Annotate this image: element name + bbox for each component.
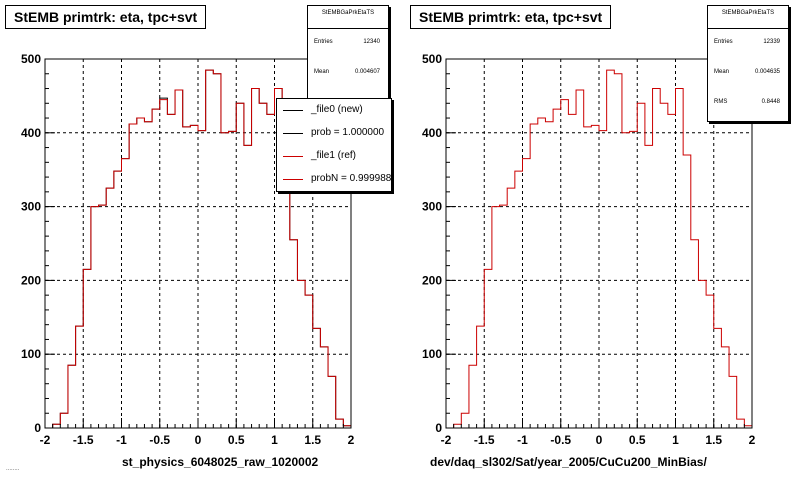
stats-key: RMS	[714, 99, 728, 105]
x-tick-label: -1.5	[73, 433, 94, 447]
x-axis-label: st_physics_6048025_raw_1020002	[122, 455, 319, 469]
stats-value: 0.004607	[354, 69, 380, 75]
footer-text: ........	[6, 466, 20, 472]
x-tick-label: 1.5	[705, 433, 722, 447]
y-tick-label: 400	[422, 126, 442, 140]
x-tick-label: -0.5	[550, 433, 571, 447]
chart-title: StEMB primtrk: eta, tpc+svt	[410, 5, 612, 29]
x-tick-label: -1	[116, 433, 127, 447]
legend-label: prob = 1.000000	[311, 127, 385, 138]
stats-row-entries: Entries 12339	[708, 29, 788, 59]
x-tick-label: -1	[517, 433, 528, 447]
stats-key: Mean	[714, 69, 730, 75]
stats-box: StEMBGaPrkEtaTS Entries 12340 Mean 0.004…	[307, 5, 389, 107]
legend-swatch	[283, 179, 303, 180]
stats-key: Mean	[314, 69, 330, 75]
x-tick-label: 2	[749, 433, 756, 447]
y-tick-label: 500	[422, 52, 442, 66]
stats-title: StEMBGaPrkEtaTS	[308, 6, 388, 29]
x-tick-label: 1.5	[304, 433, 321, 447]
x-tick-label: 0	[195, 433, 202, 447]
histogram-series	[45, 69, 351, 429]
x-tick-label: 0.5	[629, 433, 646, 447]
legend-swatch	[283, 156, 303, 157]
histogram-series	[446, 69, 752, 429]
legend-label: _file1 (ref)	[311, 150, 357, 161]
legend: _file0 (new) prob = 1.000000 _file1 (ref…	[276, 98, 392, 192]
stats-box: StEMBGaPrkEtaTS Entries 12339 Mean 0.004…	[707, 5, 789, 122]
y-tick-label: 200	[21, 273, 41, 287]
stats-value: 12340	[363, 39, 380, 45]
y-tick-label: 100	[21, 347, 41, 361]
legend-entry: prob = 1.000000	[277, 122, 391, 145]
x-tick-label: 0.5	[228, 433, 245, 447]
legend-entry: _file0 (new)	[277, 99, 391, 122]
stats-row-rms: RMS 0.8448	[708, 89, 788, 119]
y-tick-label: 300	[422, 200, 442, 214]
stats-key: Entries	[714, 39, 733, 45]
x-tick-label: -2	[441, 433, 452, 447]
y-tick-label: 100	[422, 347, 442, 361]
stats-row-mean: Mean 0.004607	[308, 59, 388, 89]
histogram-panel-left: StEMB primtrk: eta, tpc+svt -2 -1.5 -1 -0.5…	[5, 5, 392, 472]
x-tick-label: 1	[271, 433, 278, 447]
stats-value: 12339	[763, 39, 780, 45]
y-tick-label: 400	[21, 126, 41, 140]
x-axis-label: dev/daq_sl302/Sat/year_2005/CuCu200_MinB…	[430, 455, 707, 469]
histogram-panel-right: StEMB primtrk: eta, tpc+svt -2 -1.5 -1 -0.5…	[400, 0, 800, 480]
x-tick-label: 0	[596, 433, 603, 447]
y-tick-label: 0	[34, 421, 41, 435]
x-tick-label: 1	[672, 433, 679, 447]
x-tick-label: -1.5	[474, 433, 495, 447]
legend-label: probN = 0.999988	[311, 173, 392, 184]
x-tick-label: 2	[348, 433, 355, 447]
y-tick-label: 200	[422, 273, 442, 287]
chart-title: StEMB primtrk: eta, tpc+svt	[5, 5, 207, 29]
stats-row-entries: Entries 12340	[308, 29, 388, 59]
legend-swatch	[283, 110, 303, 111]
legend-swatch	[283, 133, 303, 134]
stats-value: 0.8448	[761, 99, 780, 105]
stats-value: 0.004635	[754, 69, 780, 75]
stats-title: StEMBGaPrkEtaTS	[708, 6, 788, 29]
stats-key: Entries	[314, 39, 333, 45]
histogram-plot: -2 -1.5 -1 -0.5 0 0.5 1 1.5 2 0 100 200 300 400 500	[422, 52, 756, 447]
stats-row-mean: Mean 0.004635	[708, 59, 788, 89]
legend-entry: probN = 0.999988	[277, 168, 391, 191]
y-tick-label: 500	[21, 52, 41, 66]
legend-label: _file0 (new)	[311, 104, 363, 115]
x-tick-label: -0.5	[149, 433, 170, 447]
legend-entry: _file1 (ref)	[277, 145, 391, 168]
y-tick-label: 0	[435, 421, 442, 435]
x-tick-label: -2	[40, 433, 51, 447]
y-tick-label: 300	[21, 200, 41, 214]
